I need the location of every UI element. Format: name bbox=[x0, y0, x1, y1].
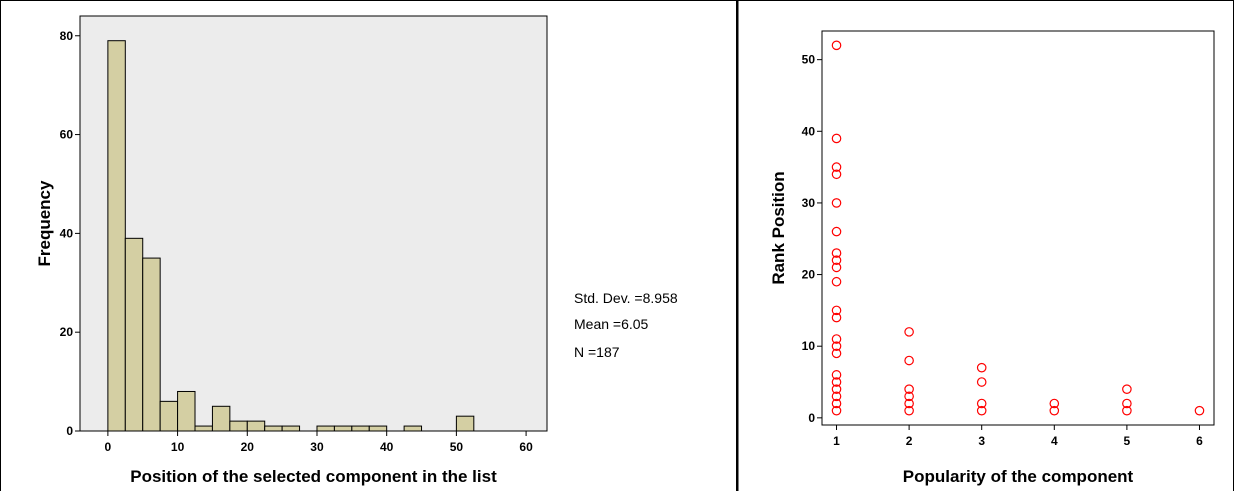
scatter-point bbox=[831, 312, 842, 323]
scatter-point bbox=[904, 327, 914, 337]
y-tick-label: 60 bbox=[60, 128, 74, 142]
y-tick-label: 40 bbox=[60, 226, 74, 240]
histogram-bar bbox=[229, 420, 248, 432]
scatter-point bbox=[831, 133, 842, 144]
x-tick-label: 2 bbox=[906, 434, 913, 448]
x-axis-title: Position of the selected component in th… bbox=[130, 467, 497, 486]
scatter-point bbox=[831, 40, 842, 51]
x-tick-label: 30 bbox=[310, 440, 324, 454]
scatter-point bbox=[831, 398, 842, 409]
scatter-point bbox=[831, 334, 842, 344]
scatter-point bbox=[831, 198, 842, 208]
histogram-bar bbox=[455, 415, 475, 432]
scatter-point bbox=[831, 370, 842, 380]
histogram-bar bbox=[333, 425, 353, 432]
histogram-bar bbox=[351, 425, 370, 432]
scatter-point bbox=[976, 405, 987, 416]
x-tick-label: 40 bbox=[380, 440, 394, 454]
scatter-point bbox=[1122, 398, 1132, 409]
y-tick-label: 10 bbox=[802, 339, 816, 353]
scatter-point bbox=[1194, 405, 1205, 416]
plot-area bbox=[821, 30, 1215, 426]
x-tick-label: 0 bbox=[105, 440, 112, 454]
x-tick-label: 50 bbox=[450, 440, 464, 454]
y-tick-label: 40 bbox=[802, 124, 816, 138]
histogram-bar bbox=[107, 40, 126, 432]
scatter-point bbox=[976, 377, 987, 387]
x-tick-label: 6 bbox=[1196, 434, 1203, 448]
histogram-chart: 0 10 20 30 40 50 60 0 20 40 60 80 Position of the se… bbox=[0, 0, 737, 491]
x-tick-label: 1 bbox=[833, 434, 840, 448]
histogram-bar bbox=[264, 425, 283, 432]
scatter-point bbox=[904, 398, 914, 409]
scatter-point bbox=[831, 162, 842, 172]
scatter-point bbox=[1049, 398, 1060, 409]
stat-n: N =187 bbox=[574, 344, 620, 360]
histogram-bar bbox=[368, 425, 388, 432]
histogram-bar bbox=[177, 390, 196, 432]
y-tick-label: 0 bbox=[66, 424, 73, 438]
scatter-point bbox=[831, 384, 842, 394]
x-tick-label: 10 bbox=[171, 440, 185, 454]
y-tick-label: 30 bbox=[802, 196, 816, 210]
scatter-point bbox=[831, 348, 842, 359]
scatter-point bbox=[831, 405, 842, 416]
scatter-point bbox=[831, 226, 842, 237]
histogram-bar bbox=[246, 420, 266, 432]
x-tick-label: 4 bbox=[1051, 434, 1058, 448]
stat-mean: Mean =6.05 bbox=[574, 316, 649, 332]
scatter-point bbox=[831, 262, 842, 273]
histogram-bar bbox=[211, 405, 231, 432]
y-axis-title: Rank Position bbox=[769, 171, 788, 284]
y-tick-label: 50 bbox=[802, 53, 816, 67]
scatter-point bbox=[1049, 405, 1060, 416]
scatter-point bbox=[1122, 384, 1132, 394]
frame-border bbox=[0, 0, 737, 491]
x-axis-title: Popularity of the component bbox=[903, 467, 1134, 486]
histogram-bar bbox=[124, 237, 144, 432]
scatter-point bbox=[831, 169, 842, 180]
x-tick-label: 60 bbox=[519, 440, 533, 454]
x-tick-label: 3 bbox=[978, 434, 985, 448]
scatter-point bbox=[831, 305, 842, 316]
y-axis-title: Frequency bbox=[35, 180, 54, 267]
scatter-point bbox=[976, 362, 987, 373]
histogram-bar bbox=[281, 425, 301, 432]
scatter-point bbox=[976, 398, 987, 409]
scatter-point bbox=[1122, 405, 1132, 416]
histogram-bar bbox=[159, 400, 179, 432]
scatter-point bbox=[831, 391, 842, 402]
scatter-point bbox=[831, 276, 842, 287]
y-tick-label: 20 bbox=[802, 268, 816, 282]
y-tick-label: 0 bbox=[808, 411, 815, 425]
scatter-chart: 1 2 3 4 5 6 0 10 20 30 40 50 Popularity of the compo… bbox=[738, 0, 1234, 491]
scatter-point bbox=[831, 341, 842, 351]
x-tick-label: 5 bbox=[1124, 434, 1131, 448]
stat-std-dev: Std. Dev. =8.958 bbox=[574, 290, 678, 306]
scatter-point bbox=[831, 377, 842, 387]
scatter-point bbox=[904, 391, 914, 402]
x-tick-label: 20 bbox=[241, 440, 255, 454]
scatter-point bbox=[904, 405, 914, 416]
y-tick-label: 20 bbox=[60, 325, 74, 339]
histogram-bar bbox=[142, 257, 161, 432]
scatter-point bbox=[904, 384, 914, 394]
histogram-bar bbox=[194, 425, 213, 432]
scatter-point bbox=[904, 355, 914, 366]
scatter-point bbox=[831, 255, 842, 266]
scatter-point bbox=[831, 248, 842, 258]
y-tick-label: 80 bbox=[60, 29, 74, 43]
histogram-bar bbox=[316, 425, 335, 432]
histogram-bar bbox=[403, 425, 423, 432]
